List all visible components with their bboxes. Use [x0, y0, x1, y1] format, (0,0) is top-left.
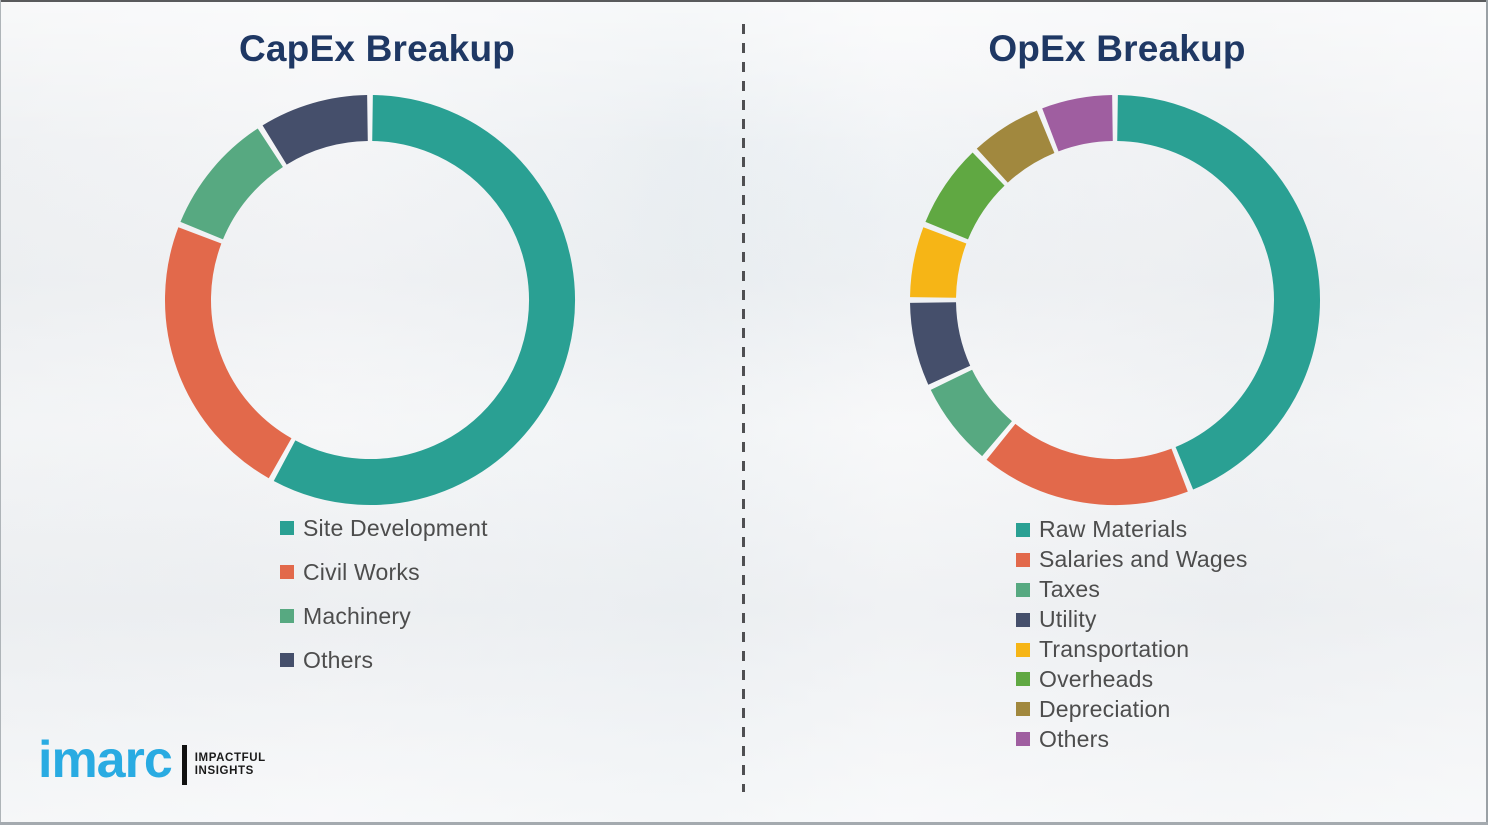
legend-swatch [280, 653, 294, 667]
opex-legend: Raw Materials Salaries and Wages Taxes Util… [1016, 515, 1248, 754]
slide-border-top [0, 0, 1488, 2]
legend-label: Overheads [1039, 665, 1154, 692]
imarc-logo-divider-bar [181, 745, 187, 785]
imarc-logo-tagline-line1: IMPACTFUL [194, 751, 266, 764]
slide-border-right [1486, 0, 1488, 824]
legend-item: Others [280, 638, 488, 682]
opex-chart-title: OpEx Breakup [988, 28, 1246, 69]
legend-item: Salaries and Wages [1016, 545, 1248, 575]
legend-label: Raw Materials [1039, 516, 1188, 543]
legend-item: Site Development [280, 506, 488, 550]
legend-label: Depreciation [1039, 695, 1171, 722]
legend-swatch [1016, 702, 1030, 717]
legend-label: Civil Works [303, 558, 420, 585]
donut-segment-civil-works [165, 227, 292, 479]
donut-segment-others [262, 95, 369, 165]
donut-segment-overheads [925, 152, 1005, 240]
legend-label: Site Development [303, 514, 488, 541]
legend-swatch [1016, 612, 1030, 627]
donut-segment-utility [910, 301, 971, 385]
capex-donut-chart [165, 95, 575, 505]
imarc-logo-wordmark: imarc [38, 731, 173, 789]
donut-segment-taxes [930, 369, 1013, 457]
legend-item: Machinery [280, 594, 488, 638]
legend-swatch [1016, 552, 1030, 567]
legend-label: Others [1039, 725, 1110, 752]
slide-border-bottom [0, 822, 1488, 825]
donut-segment-site-development [273, 95, 575, 505]
opex-donut-chart [910, 95, 1320, 505]
legend-label: Taxes [1039, 576, 1101, 603]
legend-swatch [1016, 672, 1030, 687]
legend-swatch [1016, 522, 1030, 537]
legend-swatch [1016, 642, 1030, 657]
legend-swatch [280, 521, 294, 535]
donut-segment-machinery [180, 128, 284, 240]
legend-swatch [280, 609, 294, 623]
donut-segment-salaries-and-wages [986, 423, 1188, 505]
legend-label: Others [303, 646, 374, 673]
legend-label: Machinery [303, 602, 411, 629]
legend-item: Transportation [1016, 635, 1248, 665]
legend-swatch [1016, 732, 1030, 747]
legend-item: Others [1016, 724, 1248, 754]
donut-segment-depreciation [976, 110, 1055, 183]
legend-item: Overheads [1016, 664, 1248, 694]
legend-swatch [280, 565, 294, 579]
legend-item: Utility [1016, 605, 1248, 635]
imarc-logo-tagline-line2: INSIGHTS [194, 765, 254, 777]
imarc-logo-tagline: IMPACTFUL INSIGHTS [195, 752, 266, 779]
legend-item: Depreciation [1016, 694, 1248, 724]
legend-label: Salaries and Wages [1039, 546, 1248, 573]
capex-legend: Site Development Civil Works Machinery Othe… [280, 506, 488, 682]
legend-swatch [1016, 582, 1030, 597]
legend-label: Transportation [1039, 636, 1190, 662]
imarc-logo: imarc IMPACTFUL INSIGHTS [38, 734, 266, 786]
donut-segment-transportation [910, 227, 967, 299]
divider-dashed-line [742, 24, 745, 792]
legend-label: Utility [1039, 606, 1097, 633]
legend-item: Taxes [1016, 575, 1248, 605]
legend-item: Raw Materials [1016, 515, 1248, 545]
donut-segment-raw-materials [1116, 95, 1320, 490]
slide-border-left [0, 0, 1, 824]
capex-chart-title: CapEx Breakup [238, 28, 516, 69]
legend-item: Civil Works [280, 550, 488, 594]
donut-segment-others [1042, 95, 1114, 152]
